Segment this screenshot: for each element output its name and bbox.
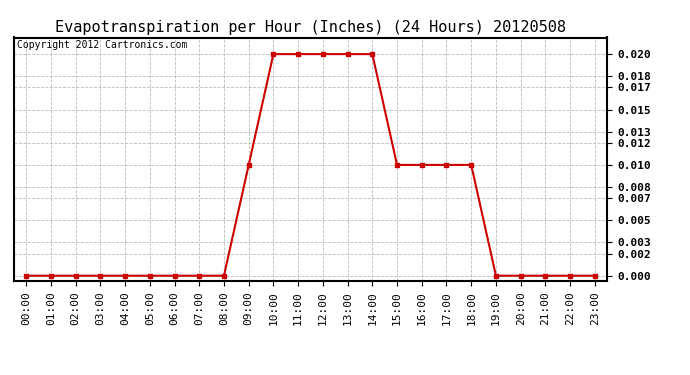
Text: Copyright 2012 Cartronics.com: Copyright 2012 Cartronics.com [17,40,187,50]
Title: Evapotranspiration per Hour (Inches) (24 Hours) 20120508: Evapotranspiration per Hour (Inches) (24… [55,20,566,35]
